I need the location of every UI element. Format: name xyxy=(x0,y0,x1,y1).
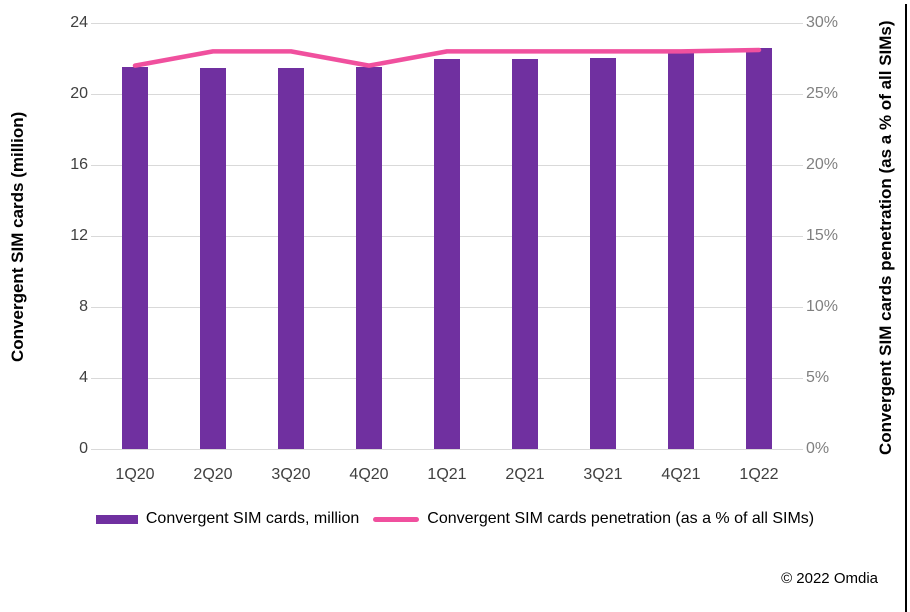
x-axis-label: 1Q22 xyxy=(739,466,779,483)
bar xyxy=(668,52,694,449)
right-axis-tick: 5% xyxy=(806,369,830,386)
penetration-line xyxy=(132,47,762,68)
bar xyxy=(200,68,226,449)
legend-label-line: Convergent SIM cards penetration (as a %… xyxy=(427,510,815,527)
bar xyxy=(434,59,460,449)
left-axis-title: Convergent SIM cards (million) xyxy=(8,111,27,362)
bar xyxy=(356,67,382,449)
left-axis-tick: 12 xyxy=(70,227,88,244)
left-axis-tick: 20 xyxy=(70,85,88,102)
right-axis-tick: 15% xyxy=(806,227,839,244)
x-axis-label: 4Q21 xyxy=(661,466,701,483)
left-axis-tick: 24 xyxy=(70,14,88,31)
x-axis-label: 3Q21 xyxy=(583,466,623,483)
left-axis-tick: 16 xyxy=(70,156,88,173)
gridline xyxy=(91,23,803,24)
legend-item-bars: Convergent SIM cards, million xyxy=(95,510,360,528)
bar xyxy=(278,68,304,449)
x-axis-label: 1Q20 xyxy=(115,466,155,483)
right-axis-title: Convergent SIM cards penetration (as a %… xyxy=(876,20,895,455)
right-border-line xyxy=(905,4,907,612)
bar xyxy=(746,47,772,449)
x-axis-label: 3Q20 xyxy=(271,466,311,483)
right-axis-tick: 20% xyxy=(806,156,839,173)
x-axis-label: 2Q20 xyxy=(193,466,233,483)
right-axis-tick: 0% xyxy=(806,440,830,457)
x-axis-label: 2Q21 xyxy=(505,466,545,483)
left-axis-tick: 8 xyxy=(79,298,88,315)
copyright: © 2022 Omdia xyxy=(781,570,878,587)
right-axis-tick: 30% xyxy=(806,14,839,31)
x-axis-label: 1Q21 xyxy=(427,466,467,483)
left-axis-tick: 0 xyxy=(79,440,88,457)
legend: Convergent SIM cards, million Convergent… xyxy=(0,510,910,528)
plot-area xyxy=(91,23,803,450)
bar xyxy=(590,57,616,449)
bar xyxy=(512,59,538,449)
bar-swatch-icon xyxy=(95,514,138,524)
x-axis-label: 4Q20 xyxy=(349,466,389,483)
right-axis-tick: 10% xyxy=(806,298,839,315)
legend-item-line: Convergent SIM cards penetration (as a %… xyxy=(373,510,814,528)
line-swatch-icon xyxy=(373,516,420,522)
left-axis-tick: 4 xyxy=(79,369,88,386)
legend-label-bars: Convergent SIM cards, million xyxy=(145,510,360,527)
bar xyxy=(122,67,148,449)
gridline xyxy=(91,449,803,450)
right-axis-tick: 25% xyxy=(806,85,839,102)
